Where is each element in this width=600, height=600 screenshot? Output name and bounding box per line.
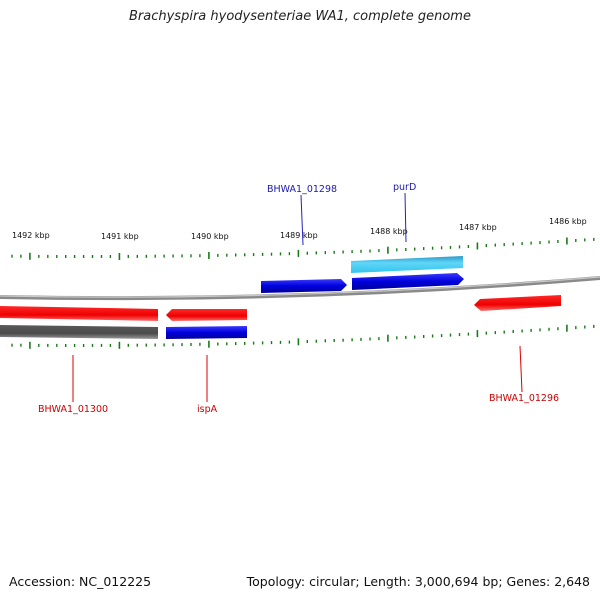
gene-label[interactable]: BHWA1_01300 (38, 404, 108, 415)
scale-ticks-top (11, 237, 595, 260)
leader-line (404, 192, 407, 243)
accession-text: Accession: NC_012225 (9, 574, 152, 589)
gene-label[interactable]: BHWA1_01298 (267, 184, 337, 195)
feature-reverse-gene-BHWA1_01300[interactable] (0, 325, 158, 339)
feature-reverse-cds-BHWA1_01300[interactable] (0, 306, 158, 321)
gene-label[interactable]: ispA (197, 404, 218, 415)
scale-label: 1489 kbp (280, 231, 318, 240)
leader-line (300, 194, 304, 246)
feature-forward-gene-purD[interactable] (351, 256, 463, 273)
leader-line (519, 345, 523, 393)
feature-reverse-cds-BHWA1_01296[interactable] (474, 295, 561, 311)
scale-label: 1491 kbp (101, 232, 139, 241)
feature-reverse-gene-ispA[interactable] (166, 326, 247, 339)
scale-label: 1492 kbp (12, 231, 50, 240)
map-title: Brachyspira hyodysenteriae WA1, complete… (129, 9, 471, 24)
scale-label: 1486 kbp (549, 217, 587, 226)
feature-forward-cds-purD[interactable] (352, 273, 464, 290)
genome-summary-text: Topology: circular; Length: 3,000,694 bp… (246, 574, 590, 589)
scale-label: 1487 kbp (459, 223, 497, 232)
gene-label[interactable]: purD (393, 182, 416, 193)
scale-label: 1488 kbp (370, 227, 408, 236)
genome-backbone (0, 276, 600, 301)
scale-ticks-bottom (11, 324, 595, 349)
gene-label[interactable]: BHWA1_01296 (489, 393, 559, 404)
scale-labels: 1492 kbp 1491 kbp 1490 kbp 1489 kbp 1488… (12, 217, 587, 241)
scale-label: 1490 kbp (191, 232, 229, 241)
feature-forward-cds-BHWA1_01298[interactable] (261, 279, 347, 293)
feature-reverse-cds-ispA[interactable] (166, 309, 247, 321)
